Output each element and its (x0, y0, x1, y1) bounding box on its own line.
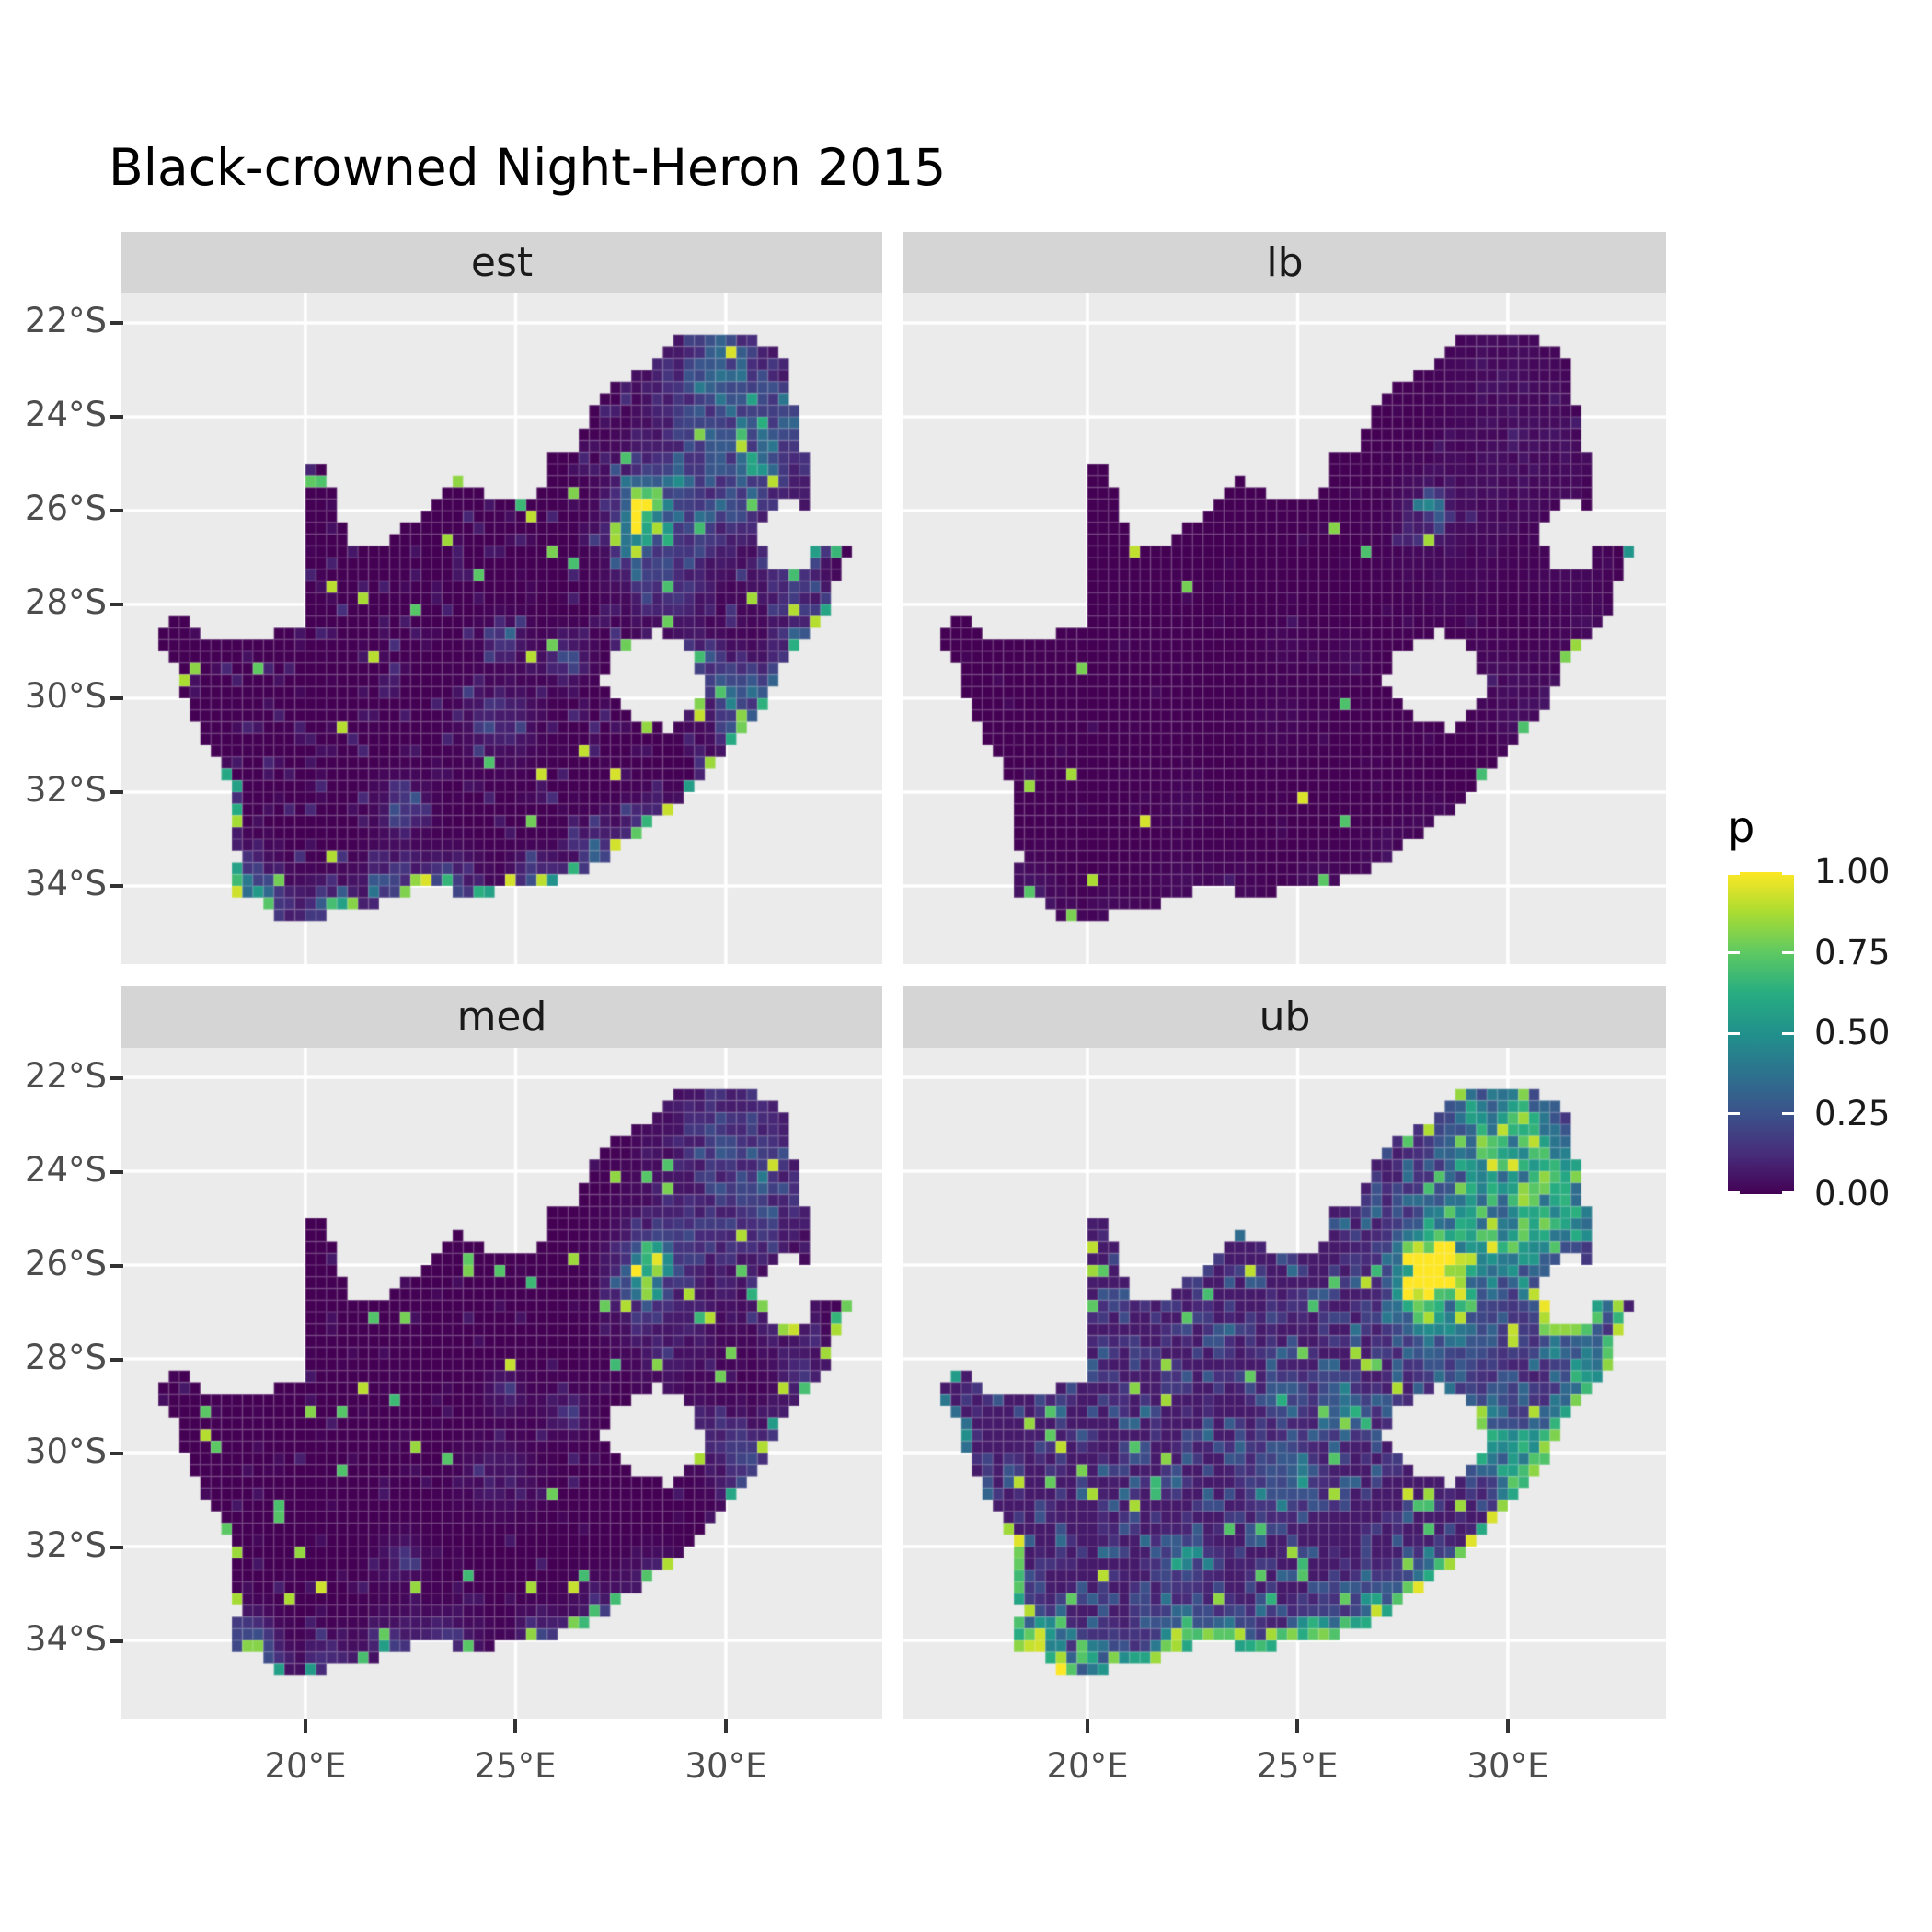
y-tick-mark (110, 790, 123, 794)
y-tick-mark (110, 1452, 123, 1455)
y-tick-mark (110, 1264, 123, 1268)
y-tick-label: 22°S (24, 1056, 107, 1096)
facet-strip-est: est (121, 232, 882, 293)
facet-strip-label: lb (1266, 239, 1304, 286)
y-tick-label: 32°S (24, 770, 107, 810)
y-tick-mark (110, 1358, 123, 1362)
legend-tick (1782, 872, 1794, 875)
legend-label: 1.00 (1814, 852, 1891, 891)
y-tick-mark (110, 1170, 123, 1174)
legend-label: 0.25 (1814, 1093, 1891, 1133)
x-tick-mark (724, 1719, 728, 1733)
facet-strip-label: med (456, 994, 547, 1041)
y-tick-label: 34°S (24, 1619, 107, 1659)
x-tick-mark (1295, 1719, 1299, 1733)
legend-tick (1728, 1191, 1740, 1194)
y-tick-mark (110, 696, 123, 700)
plot-title: Black-crowned Night-Heron 2015 (109, 138, 947, 197)
x-tick-label: 30°E (684, 1746, 767, 1786)
x-tick-label: 25°E (1256, 1746, 1339, 1786)
legend-colorbar (1728, 872, 1794, 1194)
y-tick-mark (110, 603, 123, 606)
facet-strip-lb: lb (903, 232, 1666, 293)
y-tick-label: 30°S (24, 1432, 107, 1471)
legend-tick (1782, 1031, 1794, 1035)
x-tick-mark (304, 1719, 307, 1733)
y-tick-label: 26°S (24, 1244, 107, 1283)
x-tick-mark (1506, 1719, 1510, 1733)
y-tick-label: 28°S (24, 1338, 107, 1377)
legend-tick (1782, 1191, 1794, 1194)
y-tick-label: 24°S (24, 1150, 107, 1190)
facet-strip-med: med (121, 986, 882, 1048)
x-tick-label: 20°E (1046, 1746, 1129, 1786)
y-tick-label: 22°S (24, 301, 107, 340)
facet-strip-ub: ub (903, 986, 1666, 1048)
y-tick-label: 28°S (24, 582, 107, 622)
legend-label: 0.50 (1814, 1013, 1891, 1052)
y-tick-mark (110, 1639, 123, 1643)
legend-tick (1728, 951, 1740, 954)
y-tick-mark (110, 321, 123, 325)
y-tick-mark (110, 1546, 123, 1549)
y-tick-label: 34°S (24, 864, 107, 903)
legend-tick (1728, 872, 1740, 875)
y-tick-label: 24°S (24, 395, 107, 434)
y-tick-mark (110, 509, 123, 512)
legend-tick (1728, 1031, 1740, 1035)
y-tick-mark (110, 884, 123, 888)
map-panel-ub (903, 1048, 1666, 1719)
x-tick-label: 30°E (1466, 1746, 1549, 1786)
x-tick-label: 25°E (474, 1746, 557, 1786)
legend-tick (1782, 951, 1794, 954)
facet-strip-label: ub (1259, 994, 1311, 1041)
map-panel-lb (903, 293, 1666, 964)
x-tick-label: 20°E (264, 1746, 347, 1786)
map-panel-med (121, 1048, 882, 1719)
legend-label: 0.75 (1814, 932, 1891, 972)
map-panel-est (121, 293, 882, 964)
x-tick-mark (1086, 1719, 1089, 1733)
legend-tick (1728, 1112, 1740, 1115)
y-tick-label: 32°S (24, 1525, 107, 1565)
legend-label: 0.00 (1814, 1174, 1891, 1213)
y-tick-label: 26°S (24, 489, 107, 528)
y-tick-mark (110, 415, 123, 419)
x-tick-mark (513, 1719, 517, 1733)
y-tick-label: 30°S (24, 676, 107, 716)
facet-strip-label: est (470, 239, 534, 286)
legend-tick (1782, 1112, 1794, 1115)
legend-title: p (1728, 802, 1755, 852)
y-tick-mark (110, 1076, 123, 1080)
